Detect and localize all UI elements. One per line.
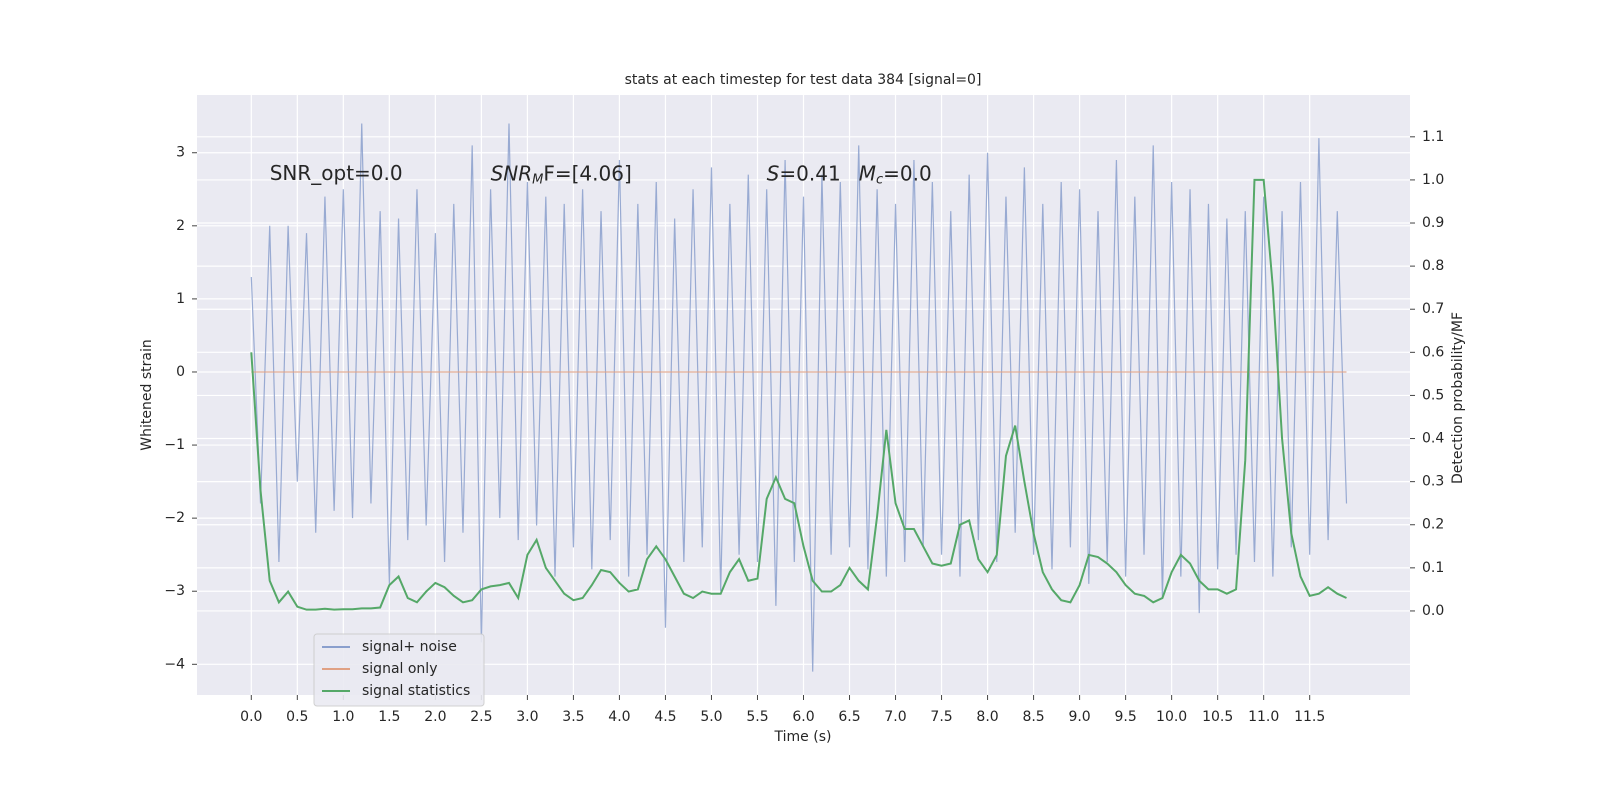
x-tick-label: 10.5 [1202, 709, 1233, 725]
annotation-part: SNR [491, 161, 533, 185]
x-tick-label: 6.5 [838, 709, 860, 725]
y2-tick-label: 0.2 [1422, 517, 1444, 533]
x-tick-label: 4.0 [608, 709, 630, 725]
annotation-part: F=[4.06] [543, 161, 631, 185]
x-tick-label: 9.0 [1068, 709, 1090, 725]
annotation: SNR_opt=0.0 [270, 161, 403, 185]
annotation-part: M [532, 172, 543, 187]
x-tick-label: 0.5 [286, 709, 308, 725]
annotation-part: S [767, 161, 780, 185]
x-tick-label: 5.5 [746, 709, 768, 725]
x-tick-label: 11.5 [1294, 709, 1325, 725]
x-tick-label: 2.5 [470, 709, 492, 725]
x-tick-label: 7.0 [884, 709, 906, 725]
annotation: Mc=0.0 [859, 161, 932, 187]
x-tick-label: 7.5 [930, 709, 952, 725]
y-axis-label: Whitened strain [139, 339, 155, 450]
annotation-part: =0.0 [883, 161, 932, 185]
series-line [250, 123, 1348, 672]
y-tick-label: 0 [176, 364, 185, 380]
y-tick-label: −3 [164, 583, 185, 599]
y2-tick-label: 0.9 [1422, 215, 1444, 231]
y2-tick-label: 0.5 [1422, 387, 1444, 403]
x-tick-label: 1.0 [332, 709, 354, 725]
x-tick-label: 3.5 [562, 709, 584, 725]
series-line [250, 178, 1347, 611]
y2-tick-label: 1.0 [1422, 172, 1444, 188]
y2-tick-label: 0.1 [1422, 560, 1444, 576]
chart-title: stats at each timestep for test data 384… [625, 72, 982, 88]
x-tick-label: 6.0 [792, 709, 814, 725]
x-tick-label: 2.0 [424, 709, 446, 725]
y-tick-label: 1 [176, 291, 185, 307]
legend-label: signal statistics [362, 683, 470, 699]
x-tick-label: 8.5 [1022, 709, 1044, 725]
annotation-part: M [859, 161, 876, 185]
x-tick-label: 3.0 [516, 709, 538, 725]
y2-tick-label: 0.6 [1422, 344, 1444, 360]
y2-tick-label: 0.8 [1422, 258, 1444, 274]
y2-tick-label: 0.0 [1422, 603, 1444, 619]
y2-axis-label: Detection probability/MF [1450, 312, 1466, 484]
y2-tick-label: 0.4 [1422, 431, 1444, 447]
x-tick-label: 8.0 [976, 709, 998, 725]
x-tick-label: 1.5 [378, 709, 400, 725]
annotation-part: c [876, 172, 883, 187]
y2-tick-label: 0.7 [1422, 301, 1444, 317]
y2-tick-label: 0.3 [1422, 474, 1444, 490]
y-tick-label: 3 [176, 145, 185, 161]
y2-tick-label: 1.1 [1422, 129, 1444, 145]
x-tick-label: 10.0 [1156, 709, 1187, 725]
annotation: SNRMF=[4.06] [491, 161, 632, 187]
x-tick-label: 0.0 [240, 709, 262, 725]
y-tick-label: −1 [164, 437, 185, 453]
legend-box [313, 633, 485, 707]
x-tick-label: 5.0 [700, 709, 722, 725]
legend-label: signal only [362, 661, 437, 677]
x-axis-label: Time (s) [774, 729, 832, 745]
y-tick-label: 2 [176, 218, 185, 234]
x-tick-label: 4.5 [654, 709, 676, 725]
x-tick-label: 9.5 [1114, 709, 1136, 725]
annotation-part: =0.41 [779, 161, 840, 185]
x-tick-label: 11.0 [1248, 709, 1279, 725]
y-tick-label: −4 [164, 656, 185, 672]
y-tick-label: −2 [164, 510, 185, 526]
annotation: S=0.41 [767, 161, 841, 185]
legend-label: signal+ noise [362, 639, 457, 655]
